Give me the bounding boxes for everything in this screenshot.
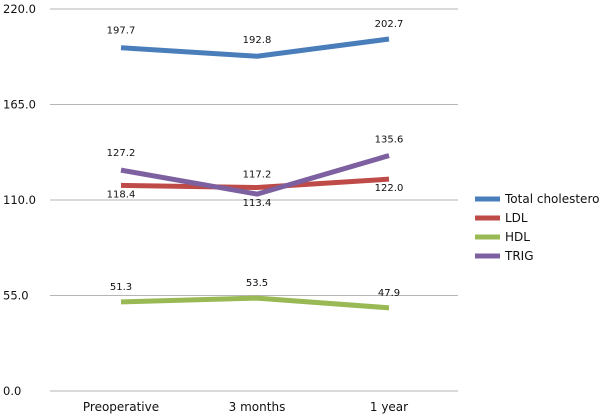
legend-label: LDL [505, 211, 528, 225]
legend-label: TRIG [504, 249, 534, 263]
legend: Total cholesterol LDL HDL TRIG [475, 192, 600, 263]
data-label: 135.6 [375, 135, 404, 146]
y-axis-ticks: 0.0 55.0 110.0 165.0 220.0 [3, 2, 36, 398]
y-tick-label: 110.0 [3, 193, 36, 207]
legend-label: HDL [505, 230, 530, 244]
data-label: 117.2 [243, 169, 272, 180]
data-label: 113.4 [243, 198, 272, 209]
data-label: 127.2 [107, 148, 136, 159]
data-label: 118.4 [107, 189, 136, 200]
x-tick-label: 1 year [370, 400, 408, 414]
data-label: 53.5 [246, 278, 268, 289]
gridlines [50, 8, 458, 392]
series-line-hdl [120, 295, 390, 311]
x-axis-ticks: Preoperative 3 months 1 year [83, 400, 408, 414]
data-label: 202.7 [375, 19, 404, 30]
data-labels: 197.7 192.8 202.7 118.4 117.2 122.0 51.3 53.5 47… [107, 19, 404, 299]
data-label: 197.7 [107, 26, 136, 37]
data-label: 122.0 [375, 183, 404, 194]
series-lines [120, 36, 390, 311]
y-tick-label: 220.0 [3, 2, 36, 16]
data-label: 192.8 [243, 35, 272, 46]
x-tick-label: 3 months [229, 400, 286, 414]
data-label: 47.9 [378, 288, 400, 299]
x-tick-label: Preoperative [83, 400, 159, 414]
y-tick-label: 0.0 [3, 384, 21, 398]
y-tick-label: 165.0 [3, 98, 36, 112]
legend-label: Total cholesterol [504, 192, 600, 206]
y-tick-label: 55.0 [3, 289, 29, 303]
data-label: 51.3 [110, 282, 132, 293]
